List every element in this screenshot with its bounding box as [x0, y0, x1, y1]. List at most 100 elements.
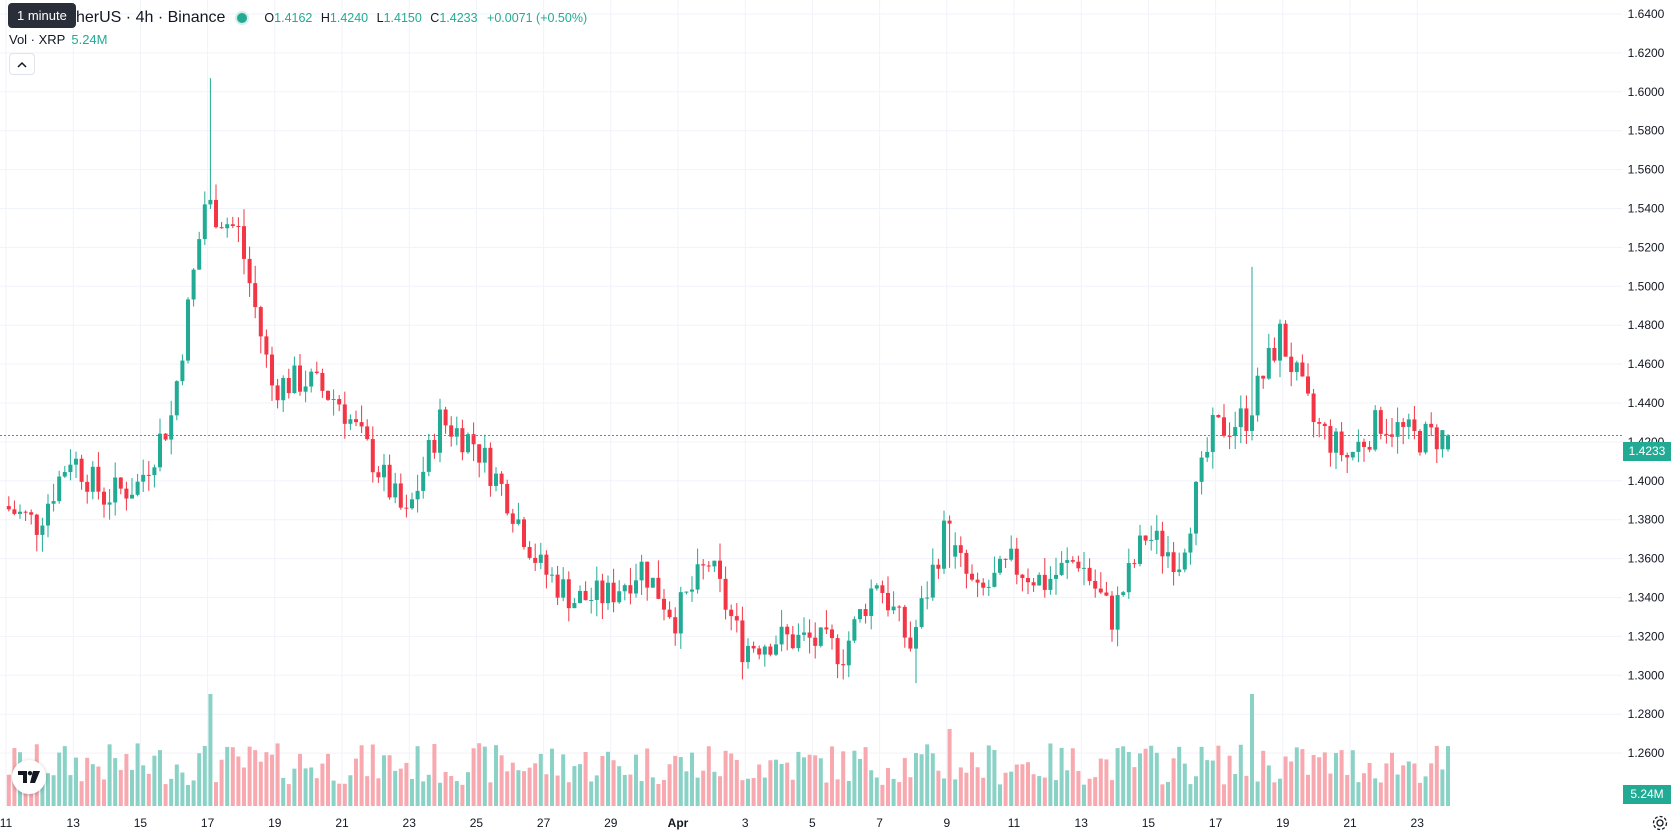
price-tick-label: 1.6200 [1628, 46, 1665, 60]
tradingview-logo[interactable] [12, 760, 46, 794]
volume-bar [326, 754, 330, 806]
volume-bar [354, 759, 358, 806]
candle-body [1043, 575, 1047, 590]
candle-body [584, 591, 588, 600]
volume-bar [1312, 755, 1316, 806]
candle-body [1032, 582, 1036, 585]
candle-body [634, 580, 638, 593]
candle-body [824, 627, 828, 629]
volume-bar [309, 767, 313, 806]
volume-bar [1384, 763, 1388, 806]
candle-body [1334, 432, 1338, 453]
collapse-legend-button[interactable] [9, 53, 35, 75]
volume-bar [584, 752, 588, 806]
volume-bar [1099, 759, 1103, 806]
symbol-legend[interactable]: XRP / TetherUS · 4h · Binance O1.4162 H1… [9, 8, 587, 28]
volume-bar [376, 778, 380, 806]
candle-body [752, 646, 756, 649]
candle-body [91, 467, 95, 492]
candle-body [595, 581, 599, 600]
candle-body [796, 635, 800, 648]
candle-body [589, 600, 593, 601]
volume-bar [1127, 752, 1131, 806]
candle-body [511, 513, 515, 523]
volume-bar [1351, 750, 1355, 806]
candle-body [124, 489, 128, 499]
volume-bar [1121, 746, 1125, 806]
volume-bar [410, 779, 414, 806]
volume-bar [511, 763, 515, 806]
volume-bar [1172, 758, 1176, 806]
volume-bar [612, 760, 616, 806]
candle-body [864, 609, 868, 616]
volume-bar [1306, 775, 1310, 806]
candle-body [208, 200, 212, 204]
candle-body [858, 609, 862, 619]
volume-bar [539, 754, 543, 806]
price-tick-label: 1.6400 [1628, 7, 1665, 21]
candle-body [40, 526, 44, 535]
time-tick-label: 25 [470, 816, 484, 830]
candle-body [942, 521, 946, 569]
volume-bar [1233, 774, 1237, 806]
candle-body [539, 555, 543, 563]
volume-bar [52, 775, 56, 806]
candle-body [897, 607, 901, 608]
candle-body [886, 593, 890, 610]
candle-body [505, 484, 509, 513]
candle-body [348, 419, 352, 424]
price-tick-label: 1.3600 [1628, 552, 1665, 566]
tradingview-logo-icon [18, 771, 40, 783]
candle-body [141, 475, 145, 482]
volume-bar [337, 784, 341, 806]
candle-body [225, 224, 229, 228]
volume-bar [623, 775, 627, 806]
volume-bar [662, 780, 666, 806]
volume-bar [287, 784, 291, 806]
volume-bar [942, 778, 946, 806]
candle-body [746, 646, 750, 662]
market-status-icon[interactable] [235, 11, 249, 25]
volume-bar [63, 746, 67, 806]
time-tick-label: 21 [335, 816, 349, 830]
price-tick-label: 1.5000 [1628, 279, 1665, 293]
volume-bar [1138, 753, 1142, 806]
chevron-up-icon [17, 61, 27, 68]
candle-body [1149, 540, 1153, 541]
candle-body [690, 590, 694, 592]
candle-body [68, 465, 72, 472]
volume-bar [1048, 743, 1052, 806]
candle-body [259, 307, 263, 336]
volume-bar [320, 764, 324, 806]
volume-bar [1160, 784, 1164, 806]
candle-body [1222, 417, 1226, 436]
volume-bar [936, 771, 940, 806]
candle-body [791, 634, 795, 648]
volume-bar [712, 772, 716, 806]
price-tick-label: 1.5800 [1628, 124, 1665, 138]
time-tick-label: 3 [742, 816, 749, 830]
candle-body [1020, 575, 1024, 578]
volume-bar [80, 781, 84, 806]
volume-bar [567, 782, 571, 806]
volume-bar [488, 782, 492, 806]
candle-body [96, 467, 100, 492]
candle-body [1138, 536, 1142, 564]
candle-body [119, 478, 123, 489]
candle-body [1233, 427, 1237, 436]
volume-bar [371, 744, 375, 806]
candle-body [763, 647, 767, 655]
candle-body [1166, 552, 1170, 556]
volume-bar [1015, 765, 1019, 806]
volume-legend[interactable]: Vol · XRP 5.24M [9, 32, 108, 47]
candle-body [1054, 575, 1058, 579]
volume-bar [382, 755, 386, 806]
volume-bar [572, 766, 576, 806]
gear-icon[interactable] [1651, 814, 1669, 832]
candle-body [1026, 578, 1030, 582]
candle-body [24, 512, 28, 513]
volume-bar [1300, 749, 1304, 806]
candle-body [1351, 452, 1355, 458]
volume-bar [1088, 779, 1092, 806]
